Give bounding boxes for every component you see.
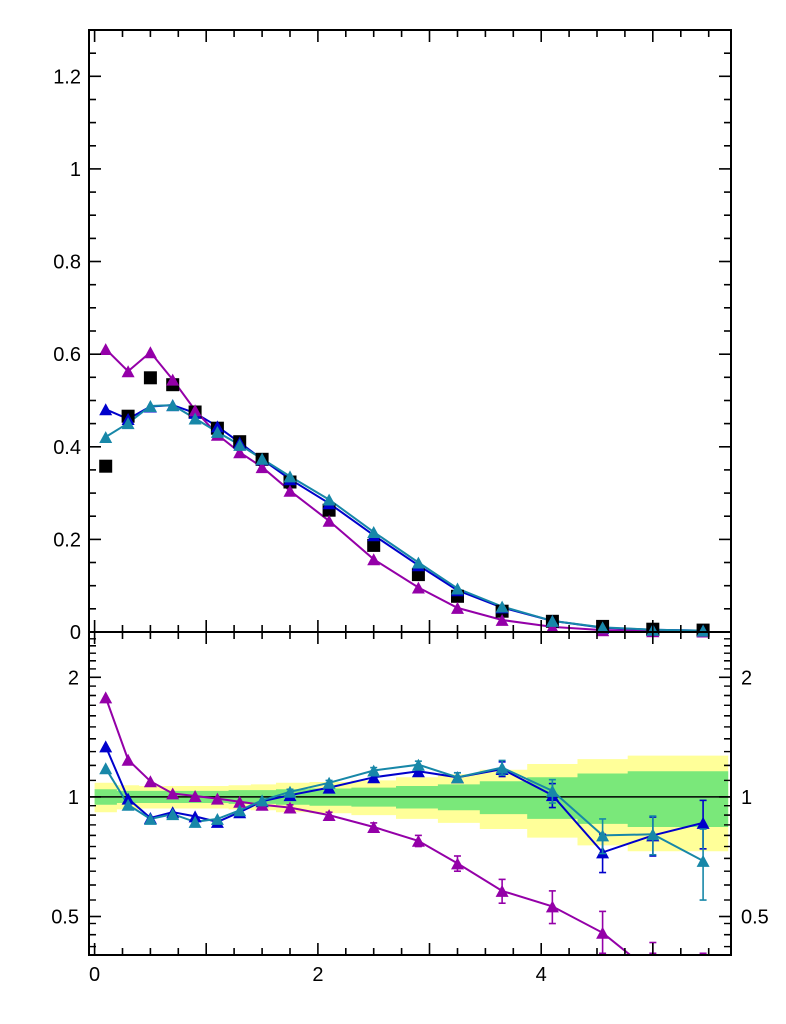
data-marker-triangle [233, 446, 247, 459]
x-tick-label: 0 [89, 964, 100, 986]
data-marker-triangle [495, 884, 509, 897]
data-marker-triangle [255, 461, 269, 474]
data-marker-triangle [233, 795, 247, 808]
data-marker-triangle [121, 798, 135, 811]
data-marker-triangle [411, 765, 425, 778]
data-marker-triangle [696, 854, 710, 867]
ratio-top-mask [0, 0, 786, 632]
data-marker-triangle [322, 514, 336, 527]
data-marker-triangle [166, 808, 180, 821]
data-marker-triangle [121, 365, 135, 378]
data-marker-triangle [283, 470, 297, 483]
data-marker-triangle [121, 792, 135, 805]
data-marker-triangle [495, 761, 509, 774]
uncertainty-band-inner [94, 771, 729, 827]
data-marker-triangle [188, 412, 202, 425]
data-marker-triangle [411, 556, 425, 569]
data-marker-triangle [367, 526, 381, 538]
data-marker-triangle [99, 762, 113, 775]
data-marker-triangle [411, 758, 425, 771]
data-marker-triangle [99, 343, 113, 355]
data-marker-triangle [367, 553, 381, 566]
ratio-panel-frame [88, 631, 732, 956]
data-marker-triangle [188, 790, 202, 802]
data-marker-square [367, 538, 381, 552]
data-marker-triangle [495, 614, 509, 626]
main-y-tick-label: 0.6 [53, 344, 81, 366]
x-tick-label: 2 [312, 964, 323, 986]
data-marker-triangle [99, 403, 113, 416]
data-marker-triangle [255, 452, 269, 465]
data-marker-triangle [545, 785, 559, 797]
data-marker-triangle [696, 816, 710, 829]
data-marker-triangle [451, 582, 464, 595]
data-marker-triangle [367, 771, 381, 784]
data-marker-triangle [322, 493, 336, 506]
ratio-line-pythia-8-308-default-nofsr [104, 697, 704, 1006]
main-y-tick-label: 1 [70, 159, 81, 181]
main-y-tick-label: 0.4 [53, 437, 81, 459]
main-y-tick-label: 0 [70, 622, 81, 644]
data-marker-triangle [451, 601, 464, 614]
data-marker-triangle [367, 764, 381, 777]
ratio-y-tick-label-right: 2 [741, 667, 752, 689]
data-marker-triangle [166, 787, 180, 800]
data-marker-triangle [596, 829, 610, 842]
data-marker-triangle [143, 775, 157, 788]
ratio-y-tick-label-left: 2 [68, 667, 79, 689]
ratio-y-tick-label-left: 0.5 [51, 906, 79, 928]
data-marker-triangle [495, 600, 509, 613]
main-y-tick-label: 0.8 [53, 252, 81, 274]
data-marker-triangle [696, 624, 710, 637]
series-line [104, 348, 704, 633]
main-y-tick-label: 0.2 [53, 529, 81, 551]
data-marker-triangle [121, 753, 135, 766]
data-marker-triangle [255, 794, 269, 807]
main-y-tick-label: 1.2 [53, 66, 81, 88]
right-mask [732, 0, 786, 1024]
data-marker-triangle [166, 399, 180, 412]
data-marker-triangle [121, 417, 135, 430]
data-marker-triangle [451, 771, 464, 784]
data-marker-triangle [99, 691, 113, 704]
data-marker-triangle [596, 926, 610, 939]
data-marker-triangle [545, 900, 559, 913]
data-marker-triangle [143, 346, 157, 359]
data-marker-triangle [188, 815, 202, 828]
data-marker-triangle [646, 828, 660, 841]
data-marker-square [411, 568, 425, 582]
data-marker-triangle [210, 426, 224, 438]
data-marker-triangle [166, 373, 180, 386]
data-marker-triangle [596, 621, 610, 634]
x-tick-label: 4 [536, 964, 547, 986]
data-marker-triangle [451, 857, 464, 870]
data-marker-triangle [143, 400, 157, 412]
ratio-y-tick-label-right: 1 [741, 787, 752, 809]
data-marker-square [99, 459, 113, 473]
data-marker-square [143, 371, 157, 385]
data-marker-triangle [283, 801, 297, 814]
data-marker-triangle [283, 785, 297, 798]
ratio-y-tick-label-right: 0.5 [741, 906, 769, 928]
data-marker-triangle [367, 821, 381, 833]
left-mask [0, 0, 89, 1024]
data-marker-triangle [188, 404, 202, 417]
data-marker-triangle [411, 581, 425, 594]
series-line [105, 404, 704, 632]
data-marker-triangle [99, 431, 113, 443]
data-marker-triangle [322, 776, 336, 789]
data-marker-triangle [99, 740, 113, 753]
data-marker-triangle [143, 813, 157, 825]
data-marker-triangle [210, 813, 224, 825]
data-marker-triangle [545, 614, 559, 627]
data-marker-triangle [233, 804, 247, 817]
data-marker-triangle [411, 834, 425, 847]
data-marker-triangle [322, 809, 336, 821]
data-marker-triangle [283, 484, 297, 497]
data-marker-triangle [233, 438, 247, 451]
data-marker-triangle [210, 792, 224, 805]
ratio-y-tick-label-left: 1 [68, 787, 79, 809]
ratio-bottom-mask [0, 956, 786, 1024]
